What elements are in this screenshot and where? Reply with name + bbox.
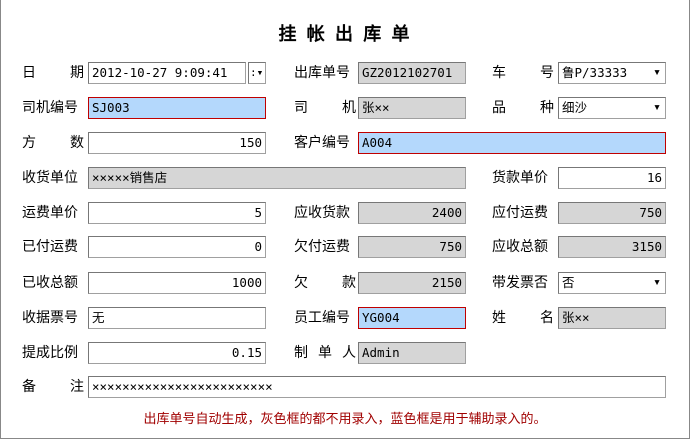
field-label: 收据票号 xyxy=(22,310,78,326)
form-title: 挂 帐 出 库 单 xyxy=(278,24,412,45)
field-14-input[interactable]: 750 xyxy=(358,236,466,258)
field-23-input[interactable]: Admin xyxy=(358,342,466,364)
field-label: 方数 xyxy=(22,135,84,151)
field-label: 客户编号 xyxy=(294,135,350,151)
field-18-dropdown[interactable]: 否 xyxy=(558,272,666,294)
field-8-input[interactable]: ×××××销售店 xyxy=(88,167,466,189)
field-label: 出库单号 xyxy=(294,65,350,81)
field-label: 车号 xyxy=(492,65,554,81)
field-24-input[interactable]: ×××××××××××××××××××××××× xyxy=(88,376,666,398)
field-label: 欠付运费 xyxy=(294,239,350,255)
field-17-input[interactable]: 2150 xyxy=(358,272,466,294)
field-label: 备注 xyxy=(22,379,84,395)
field-label: 已付运费 xyxy=(22,239,78,255)
help-note: 出库单号自动生成，灰色框的都不用录入，蓝色框是用于辅助录入的。 xyxy=(143,412,547,427)
field-20-input[interactable]: YG004 xyxy=(358,307,466,329)
field-label: 提成比例 xyxy=(22,345,78,361)
field-9-input[interactable]: 16 xyxy=(558,167,666,189)
field-7-input[interactable]: A004 xyxy=(358,132,666,154)
field-11-input[interactable]: 2400 xyxy=(358,202,466,224)
field-label: 货款单价 xyxy=(492,170,548,186)
field-2-dropdown[interactable]: 鲁P/33333 xyxy=(558,62,666,84)
field-label: 已收总额 xyxy=(22,275,78,291)
field-16-input[interactable]: 1000 xyxy=(88,272,266,294)
field-6-input[interactable]: 150 xyxy=(88,132,266,154)
field-label: 制单人 xyxy=(294,345,356,361)
field-label: 员工编号 xyxy=(294,310,350,326)
field-12-input[interactable]: 750 xyxy=(558,202,666,224)
field-label: 姓名 xyxy=(492,310,554,326)
field-label: 司机编号 xyxy=(22,100,78,116)
field-label: 品种 xyxy=(492,100,554,116)
field-5-dropdown[interactable]: 细沙 xyxy=(558,97,666,119)
field-0-input[interactable]: 2012-10-27 9:09:41 xyxy=(88,62,246,84)
field-label: 欠款 xyxy=(294,275,356,291)
field-1-input[interactable]: GZ2012102701 xyxy=(358,62,466,84)
field-19-input[interactable]: 无 xyxy=(88,307,266,329)
field-label: 司机 xyxy=(294,100,356,116)
field-4-input[interactable]: 张×× xyxy=(358,97,466,119)
field-22-input[interactable]: 0.15 xyxy=(88,342,266,364)
field-label: 运费单价 xyxy=(22,205,78,221)
field-3-input[interactable]: SJ003 xyxy=(88,97,266,119)
field-label: 带发票否 xyxy=(492,275,548,291)
field-label: 应付运费 xyxy=(492,205,548,221)
datetime-spinner-button[interactable]: :▾ xyxy=(248,62,266,84)
field-label: 应收货款 xyxy=(294,205,350,221)
field-label: 收货单位 xyxy=(22,170,78,186)
field-label: 应收总额 xyxy=(492,239,548,255)
field-21-input[interactable]: 张×× xyxy=(558,307,666,329)
field-10-input[interactable]: 5 xyxy=(88,202,266,224)
field-15-input[interactable]: 3150 xyxy=(558,236,666,258)
field-13-input[interactable]: 0 xyxy=(88,236,266,258)
field-label: 日期 xyxy=(22,65,84,81)
